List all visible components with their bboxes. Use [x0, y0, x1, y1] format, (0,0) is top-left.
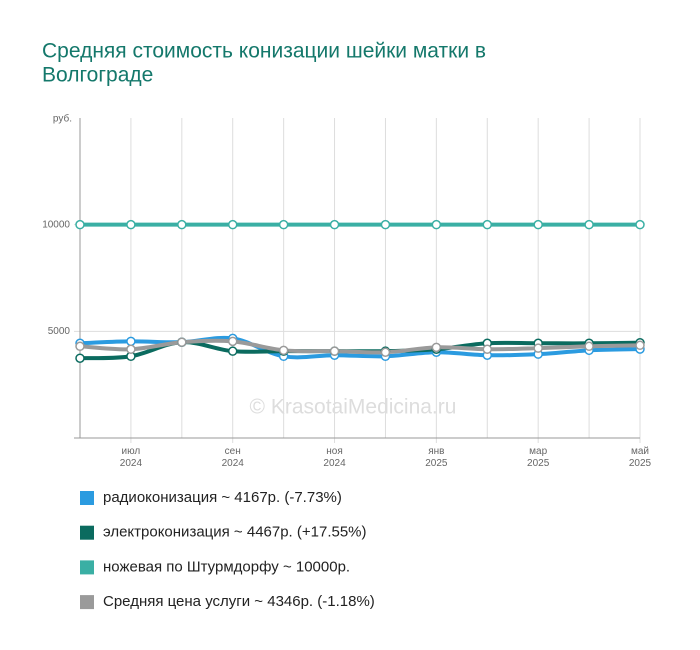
data-point	[380, 347, 391, 357]
legend-label: электроконизация ~ 4467р. (+17.55%)	[103, 524, 367, 541]
data-point	[126, 219, 136, 230]
data-point	[278, 345, 289, 356]
x-tick-label: май 2025	[629, 446, 652, 469]
data-point	[126, 344, 136, 355]
data-point	[584, 219, 594, 230]
legend-swatch	[80, 560, 94, 575]
x-tick-label-line: мар	[529, 446, 547, 457]
x-tick-label-line: 2025	[425, 458, 448, 469]
data-point	[177, 219, 187, 230]
chart-title: Средняя стоимость конизации шейки матки …	[42, 40, 486, 63]
x-tick-label-line: 2024	[222, 458, 245, 469]
data-point	[227, 219, 238, 230]
x-tick-label-line: май	[631, 446, 649, 457]
legend-label: ножевая по Штурмдорфу ~ 10000р.	[103, 558, 350, 575]
x-tick-label-line: июл	[122, 446, 141, 457]
x-tick-label-line: 2025	[527, 458, 550, 469]
data-point	[482, 219, 493, 230]
x-tick-label-line: 2025	[629, 458, 652, 469]
watermark: © KrasotaiMedicina.ru	[250, 396, 457, 419]
x-tick-label: сен 2024	[222, 446, 245, 469]
data-point	[329, 346, 340, 356]
data-point	[177, 337, 187, 347]
data-point	[380, 219, 391, 230]
x-tick-label-line: 2024	[323, 458, 346, 469]
data-point	[75, 341, 85, 352]
x-tick-label: мар 2025	[527, 446, 550, 469]
y-axis-label: руб.	[53, 113, 72, 125]
y-tick-label: 10000	[42, 219, 70, 230]
data-point	[227, 346, 238, 356]
data-point	[584, 341, 594, 352]
y-tick-label: 5000	[48, 326, 71, 337]
legend-label: Средняя цена услуги ~ 4346р. (-1.18%)	[103, 593, 375, 610]
data-point	[533, 219, 543, 230]
data-point	[533, 343, 543, 353]
data-point	[431, 219, 442, 230]
data-point	[635, 340, 645, 351]
data-point	[329, 219, 340, 230]
legend-swatch	[80, 491, 94, 505]
x-tick-label-line: сен	[225, 446, 241, 457]
data-point	[227, 336, 238, 347]
x-tick-label-line: ноя	[326, 446, 343, 457]
data-point	[482, 344, 493, 355]
data-point	[431, 342, 442, 353]
data-point	[75, 219, 85, 230]
legend-swatch	[80, 525, 94, 540]
data-point	[278, 219, 289, 230]
data-point	[126, 336, 136, 347]
x-tick-label: июл 2024	[120, 446, 143, 469]
x-tick-label: ноя 2024	[323, 446, 346, 469]
x-tick-label: янв 2025	[425, 446, 448, 469]
x-tick-label-line: 2024	[120, 458, 143, 469]
legend-swatch	[80, 595, 94, 610]
legend-label: радиоконизация ~ 4167р. (-7.73%)	[103, 489, 342, 506]
data-point	[75, 353, 85, 363]
data-point	[635, 219, 645, 230]
x-tick-label-line: янв	[428, 446, 444, 457]
chart-title: Волгограде	[42, 64, 153, 87]
